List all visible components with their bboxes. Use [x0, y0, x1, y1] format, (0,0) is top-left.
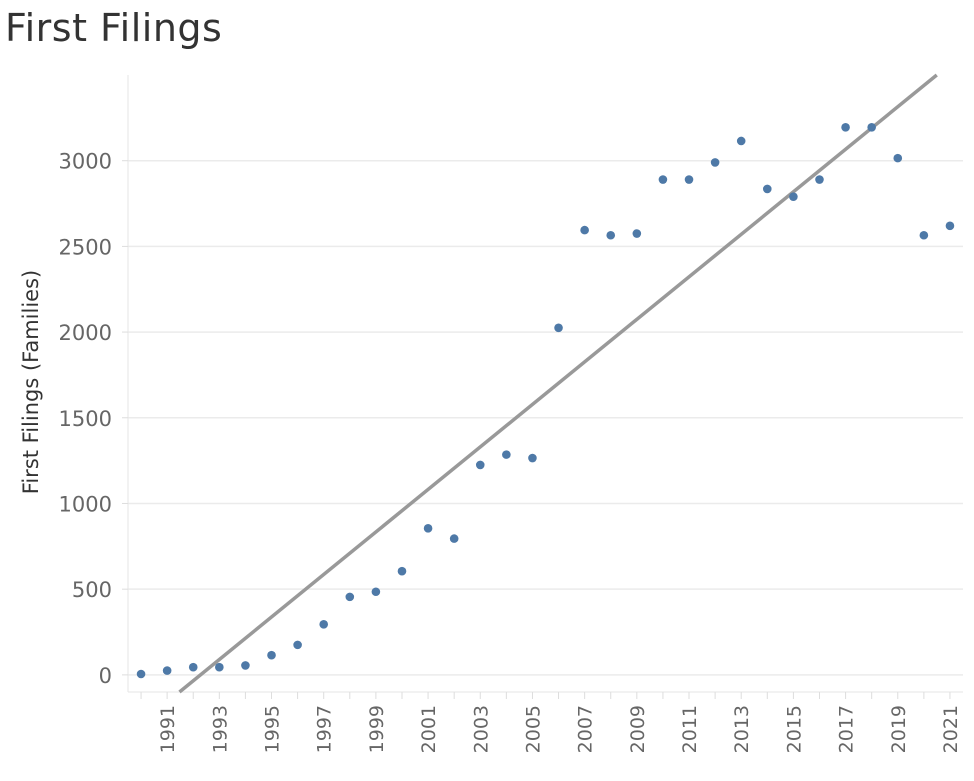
data-point [685, 175, 694, 184]
data-point [189, 663, 198, 672]
data-point [293, 641, 302, 650]
data-point [633, 229, 642, 238]
data-point [711, 158, 720, 167]
data-point [737, 137, 746, 146]
y-axis-ticks: 0 500 1000 1500 2000 2500 3000 [59, 150, 128, 688]
data-point [841, 123, 850, 132]
x-tick-label: 1993 [209, 705, 231, 753]
x-tick-label: 1995 [262, 705, 284, 753]
data-point [659, 175, 668, 184]
y-tick-label: 0 [99, 664, 112, 688]
data-point [137, 670, 146, 679]
x-tick-label: 2005 [522, 705, 544, 753]
y-tick-label: 1500 [59, 407, 112, 431]
data-point [920, 231, 929, 240]
data-point [554, 323, 563, 332]
x-tick-label: 2019 [888, 705, 910, 753]
x-tick-label: 2021 [940, 705, 962, 753]
data-point [450, 534, 459, 543]
data-point [398, 567, 407, 576]
data-point [163, 666, 172, 675]
data-point [476, 461, 485, 470]
x-tick-label: 2001 [418, 705, 440, 753]
x-axis-ticks: 1991 1993 1995 1997 1999 2001 2003 2005 2007 2009… [141, 692, 962, 753]
x-tick-label: 2013 [731, 705, 753, 753]
y-tick-label: 2500 [59, 235, 112, 259]
y-tick-label: 500 [72, 578, 112, 602]
data-point [946, 222, 955, 231]
x-tick-label: 2011 [679, 705, 701, 753]
data-point [424, 524, 433, 533]
data-points [137, 123, 955, 678]
x-tick-label: 2009 [627, 705, 649, 753]
x-tick-label: 2007 [575, 705, 597, 753]
x-tick-label: 2015 [783, 705, 805, 753]
data-point [789, 192, 798, 201]
data-point [319, 620, 328, 629]
x-tick-label: 2003 [470, 705, 492, 753]
x-tick-label: 1997 [314, 705, 336, 753]
x-tick-label: 2017 [836, 705, 858, 753]
data-point [345, 593, 354, 602]
y-axis-label: First Filings (Families) [19, 270, 43, 494]
data-point [815, 175, 824, 184]
trend-line [179, 75, 936, 692]
y-tick-label: 3000 [59, 150, 112, 174]
data-point [893, 154, 902, 163]
data-point [241, 661, 250, 670]
data-point [580, 226, 589, 235]
data-point [215, 663, 224, 672]
y-tick-label: 1000 [59, 492, 112, 516]
data-point [763, 185, 772, 194]
y-tick-label: 2000 [59, 321, 112, 345]
x-tick-label: 1991 [157, 705, 179, 753]
gridlines [128, 161, 963, 675]
data-point [502, 450, 511, 459]
data-point [867, 123, 876, 132]
data-point [267, 651, 276, 660]
data-point [606, 231, 615, 240]
x-tick-label: 1999 [366, 705, 388, 753]
data-point [528, 454, 537, 463]
data-point [372, 587, 381, 596]
